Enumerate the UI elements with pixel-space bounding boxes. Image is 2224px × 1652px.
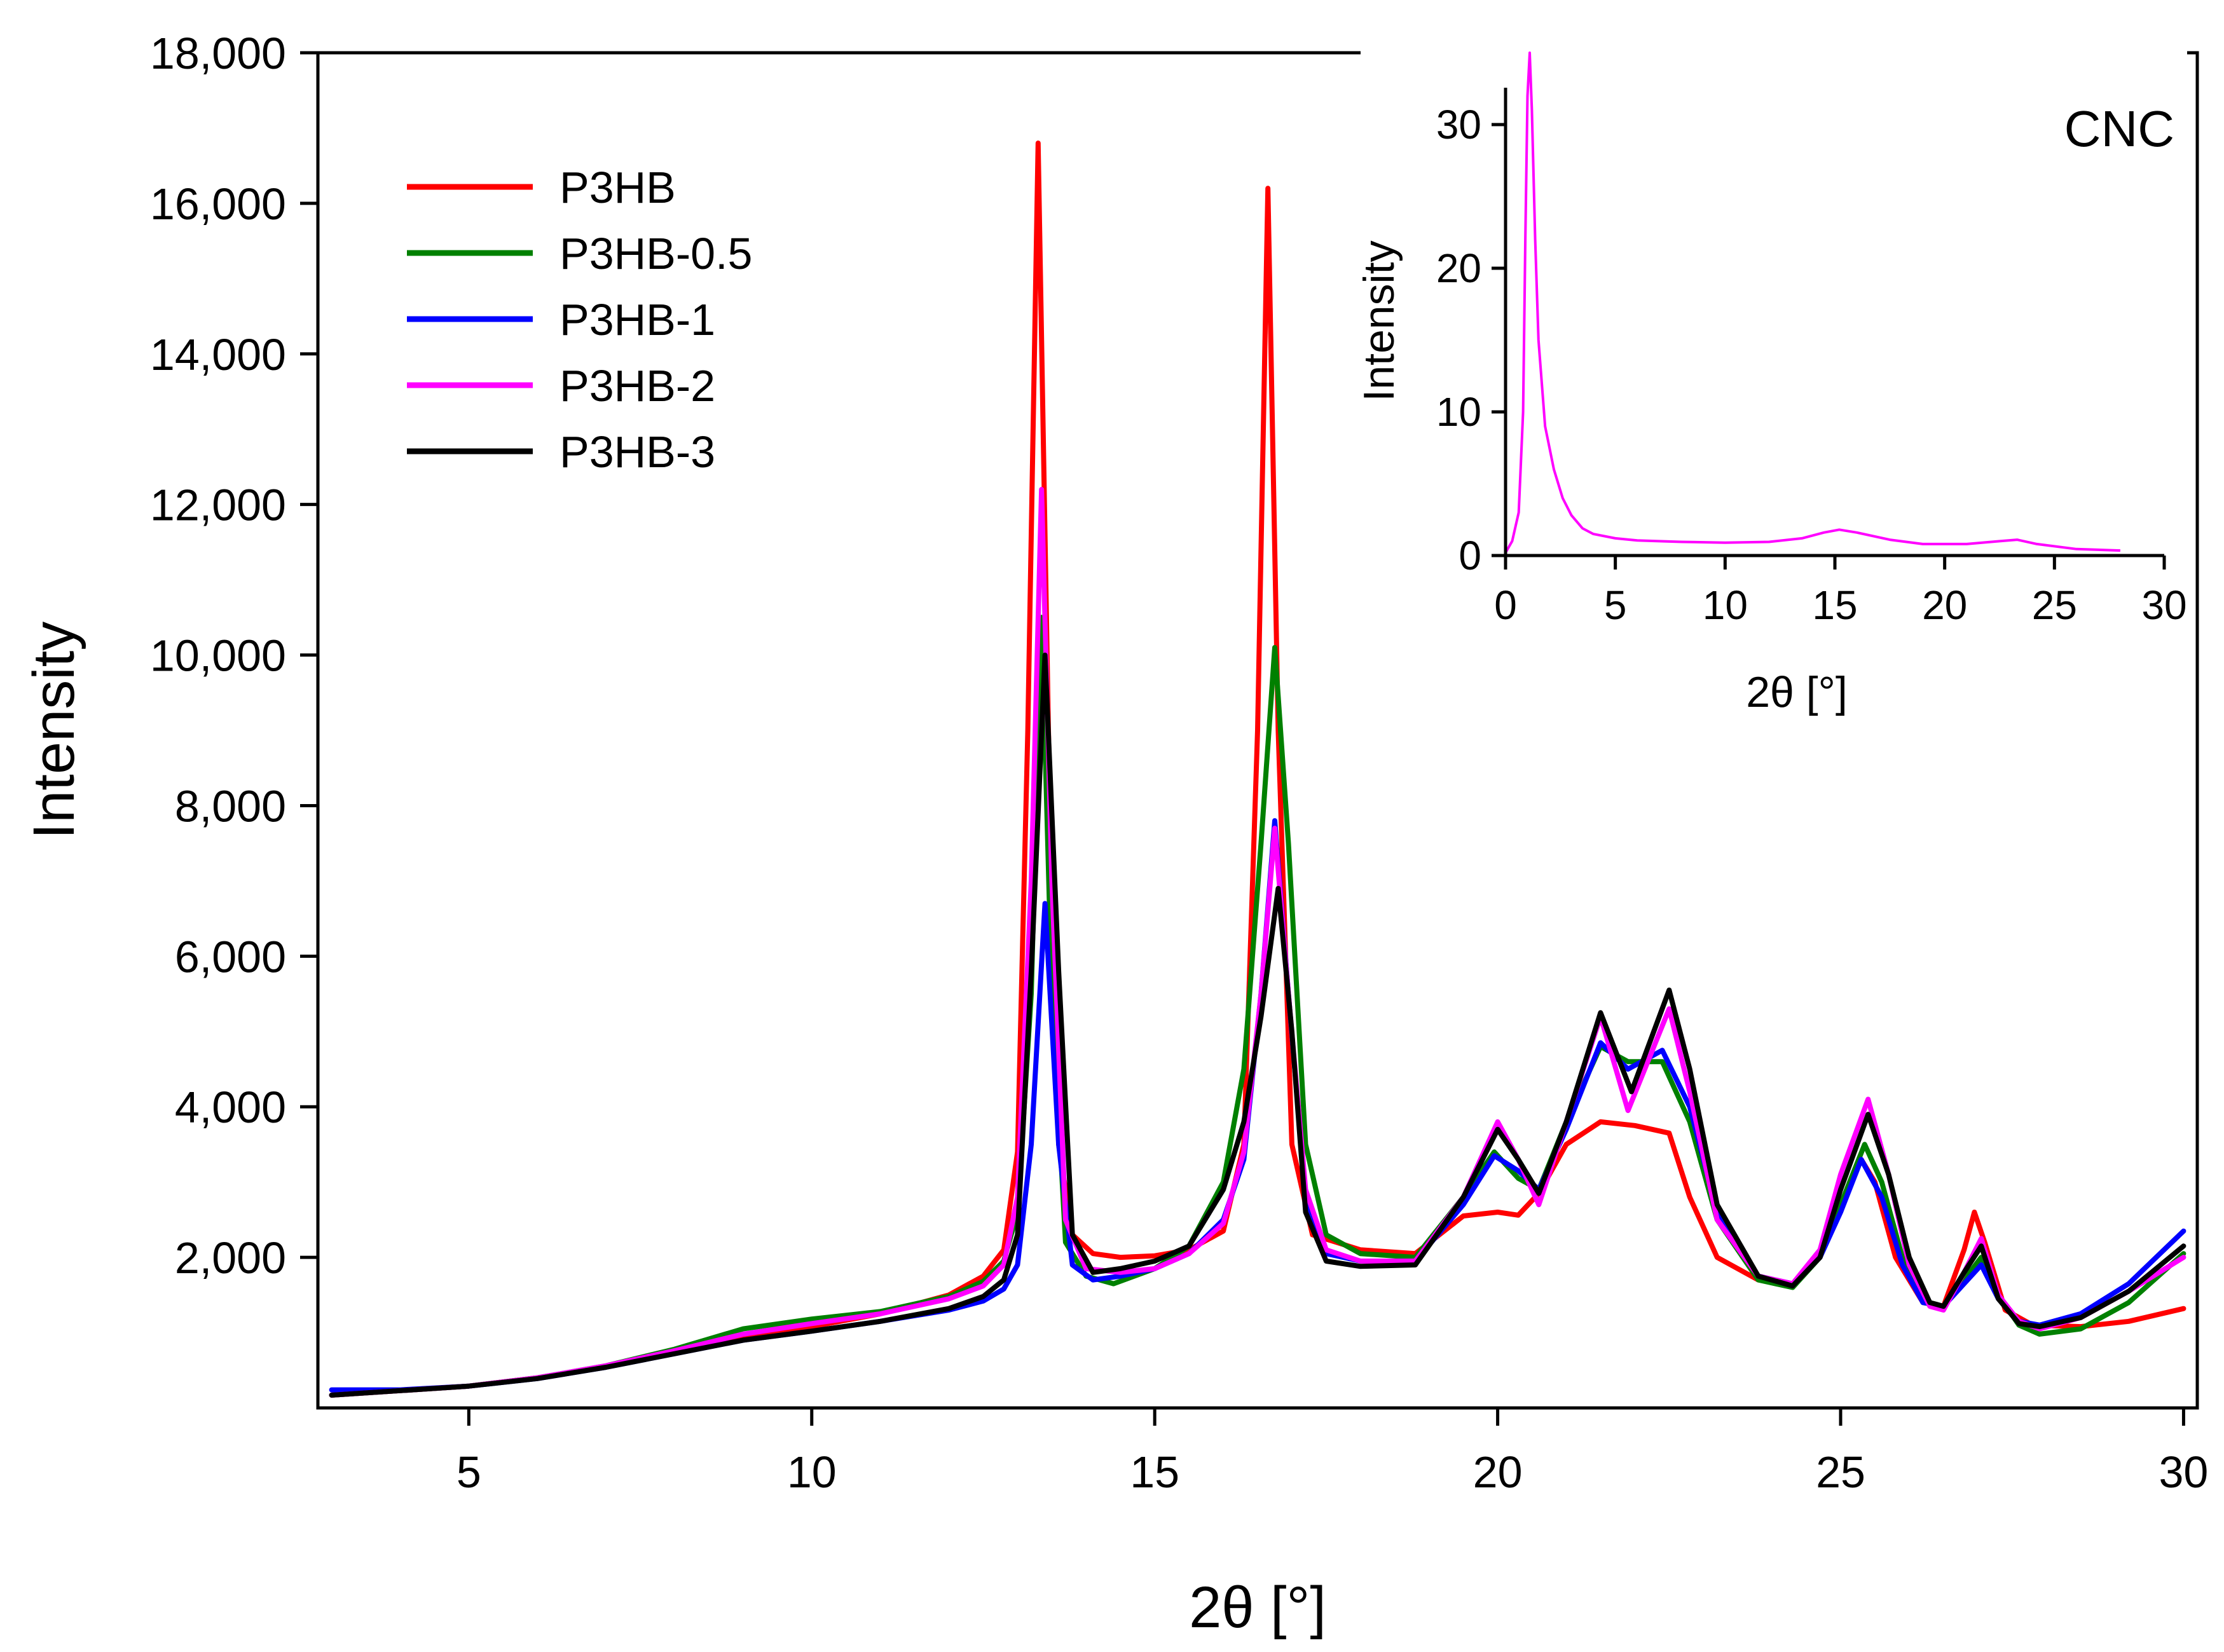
inset-x-tick-label: 0 [1494, 582, 1517, 628]
inset-series-line-cnc [1504, 51, 2120, 554]
series-line-p3hb-3 [329, 652, 2186, 1398]
legend-item-p3hb-1: P3HB-1 [407, 295, 715, 345]
legend-label: P3HB-1 [559, 295, 715, 345]
inset-axes: 0 5 10 15 20 25 30 0 10 20 30 [1436, 88, 2187, 628]
x-tick-label: 5 [456, 1447, 481, 1497]
y-tick-label: 14,000 [150, 330, 286, 379]
y-tick-label: 2,000 [175, 1233, 286, 1283]
x-tick-label: 30 [2159, 1447, 2208, 1497]
x-tick-label: 15 [1130, 1447, 1179, 1497]
legend: P3HB P3HB-0.5 P3HB-1 P3HB-2 P3HB-3 [407, 163, 752, 477]
main-series-group [329, 140, 2186, 1398]
legend-label: P3HB-3 [559, 427, 715, 477]
main-plot: 5 10 15 20 25 30 2,000 4,000 6,000 8,000 10,000 12,… [22, 29, 2208, 1640]
inset-x-tick-label: 15 [1812, 582, 1857, 628]
inset-series-group [1504, 51, 2120, 554]
main-y-axis-label: Intensity [22, 622, 86, 840]
inset-x-tick-label: 30 [2141, 582, 2186, 628]
inset-x-tick-label: 20 [1922, 582, 1967, 628]
x-tick-label: 10 [787, 1447, 837, 1497]
y-tick-label: 8,000 [175, 781, 286, 831]
inset-background [1361, 51, 2187, 750]
inset-x-tick-label: 5 [1604, 582, 1627, 628]
y-tick-label: 18,000 [150, 29, 286, 78]
legend-item-p3hb-0.5: P3HB-0.5 [407, 229, 752, 278]
inset-y-tick-label: 20 [1436, 245, 1481, 291]
inset-x-tick-label: 10 [1703, 582, 1748, 628]
inset-x-tick-label: 25 [2032, 582, 2077, 628]
inset-x-axis-label: 2θ [°] [1746, 668, 1848, 716]
main-axis-ticks: 5 10 15 20 25 30 2,000 4,000 6,000 8,000 10,000 12,… [150, 29, 2208, 1497]
x-tick-label: 20 [1473, 1447, 1523, 1497]
y-tick-label: 12,000 [150, 481, 286, 530]
legend-label: P3HB-2 [559, 361, 715, 411]
main-x-axis-label: 2θ [°] [1189, 1575, 1326, 1640]
y-tick-label: 4,000 [175, 1082, 286, 1132]
inset-y-axis-label: Intensity [1355, 240, 1403, 401]
legend-item-p3hb: P3HB [407, 163, 676, 212]
x-tick-label: 25 [1816, 1447, 1865, 1497]
y-tick-label: 16,000 [150, 179, 286, 229]
legend-item-p3hb-2: P3HB-2 [407, 361, 715, 411]
legend-item-p3hb-3: P3HB-3 [407, 427, 715, 477]
main-plot-frame [316, 51, 2199, 1410]
inset-y-tick-label: 10 [1436, 389, 1481, 435]
legend-label: P3HB [559, 163, 676, 212]
inset-title: CNC [2064, 100, 2174, 157]
y-tick-label: 6,000 [175, 932, 286, 981]
inset-y-tick-label: 30 [1436, 102, 1481, 147]
inset-plot: 0 5 10 15 20 25 30 0 10 20 30 CNC 2θ [°] Intensity [1355, 51, 2187, 750]
inset-y-tick-label: 0 [1459, 533, 1481, 578]
y-tick-label: 10,000 [150, 631, 286, 681]
legend-label: P3HB-0.5 [559, 229, 752, 278]
